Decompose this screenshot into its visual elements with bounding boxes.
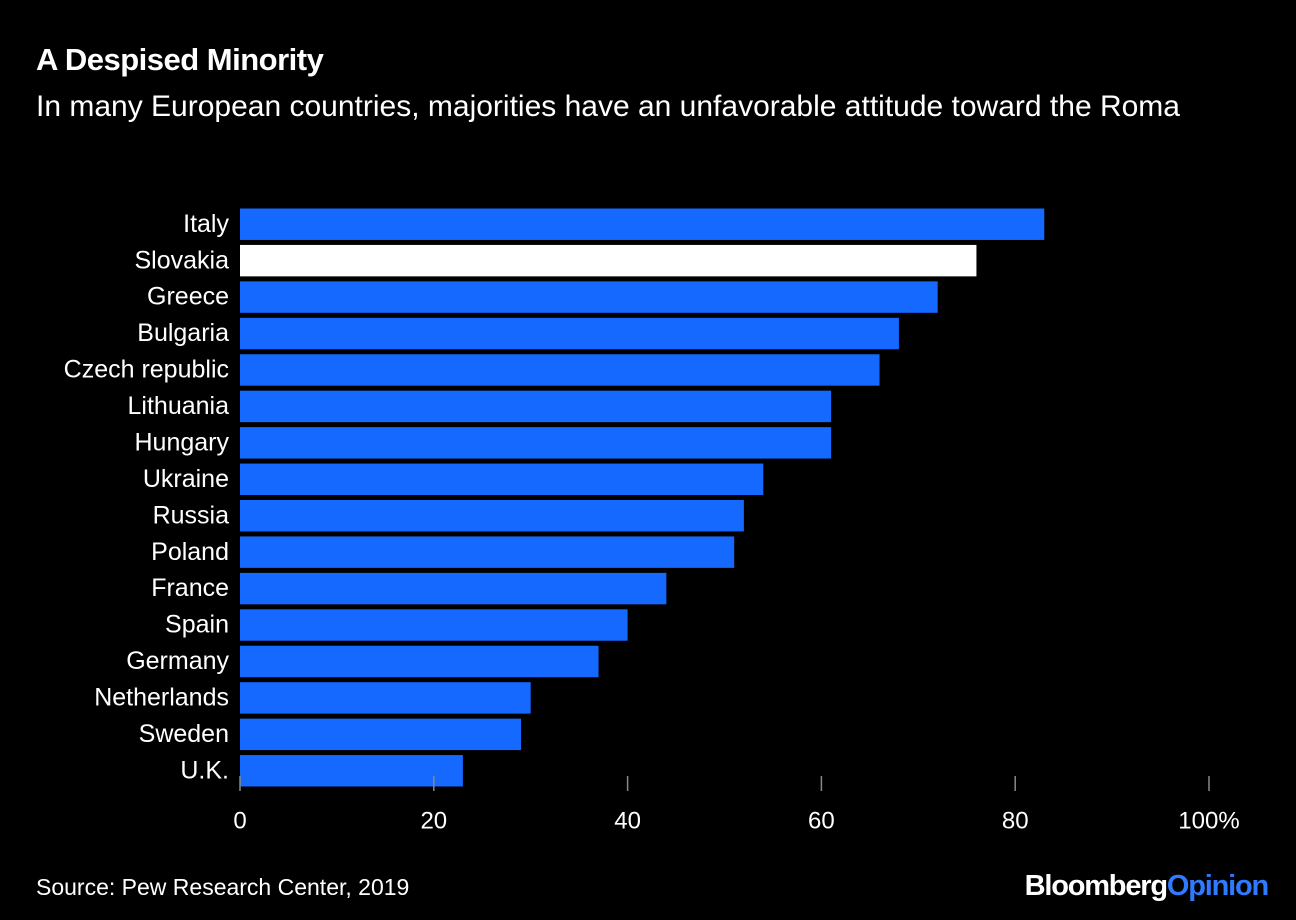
brand-part: Bloomberg	[1024, 870, 1168, 902]
bar	[240, 536, 735, 568]
bar	[240, 390, 832, 423]
bar	[240, 755, 463, 787]
bar	[240, 427, 832, 459]
brand-part: Opinion	[1166, 870, 1269, 902]
y-tick-label: Germany	[126, 647, 229, 675]
bar	[240, 281, 938, 313]
y-tick-label: Poland	[151, 538, 229, 566]
y-tick-label: Czech republic	[64, 356, 229, 384]
bar	[240, 463, 764, 495]
bar	[240, 500, 744, 532]
y-tick-label: Slovakia	[135, 246, 230, 274]
bar	[240, 208, 1045, 240]
y-tick-label: France	[151, 574, 229, 602]
bar	[240, 572, 667, 605]
x-tick-label: 0	[233, 807, 246, 834]
bar	[240, 244, 977, 277]
x-tick-label: 100%	[1178, 807, 1239, 834]
x-tick-label: 80	[1002, 807, 1029, 834]
brand-logo: BloombergOpinion	[1024, 870, 1270, 903]
y-tick-label: Bulgaria	[137, 319, 229, 347]
bar	[240, 682, 531, 714]
y-tick-label: Netherlands	[94, 684, 229, 712]
chart-subtitle: In many European countries, majorities h…	[36, 90, 1180, 123]
bar	[240, 354, 880, 386]
y-tick-label: Italy	[183, 210, 229, 238]
y-tick-label: Lithuania	[128, 392, 230, 420]
y-tick-label: Hungary	[135, 428, 230, 456]
y-tick-label: U.K.	[180, 756, 229, 784]
chart: Italy Slovakia Greece Bulgaria Czech republi…	[64, 208, 1240, 834]
y-tick-label: Greece	[147, 283, 229, 311]
x-tick-label: 40	[614, 807, 641, 834]
bar	[240, 317, 899, 350]
y-tick-label: Sweden	[139, 720, 229, 748]
bar	[240, 718, 522, 751]
x-tick-label: 60	[808, 807, 835, 834]
source-note: Source: Pew Research Center, 2019	[36, 874, 410, 900]
bar	[240, 645, 599, 678]
y-tick-label: Spain	[165, 611, 229, 639]
y-tick-label: Ukraine	[143, 465, 229, 493]
bar	[240, 609, 628, 641]
chart-title: A Despised Minority	[36, 42, 324, 77]
x-tick-label: 20	[420, 807, 447, 834]
y-tick-label: Russia	[153, 501, 230, 529]
